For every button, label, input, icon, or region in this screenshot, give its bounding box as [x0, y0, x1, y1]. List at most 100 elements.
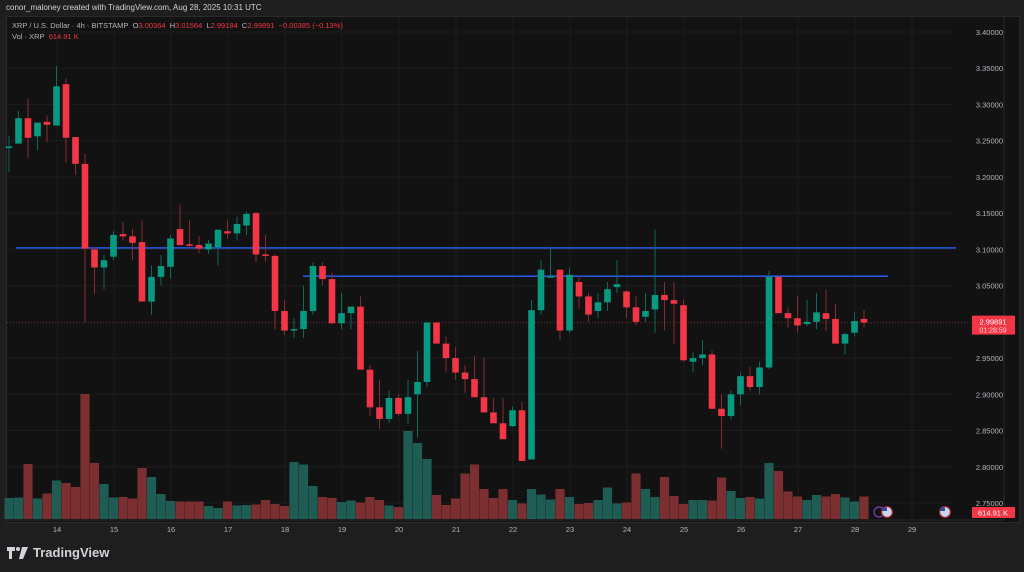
candle-body[interactable]: [43, 121, 51, 125]
candle-body[interactable]: [547, 276, 554, 278]
candle-body[interactable]: [148, 276, 155, 302]
candle-body[interactable]: [860, 318, 868, 323]
candle-body[interactable]: [34, 122, 41, 137]
candle-body[interactable]: [461, 372, 469, 380]
candle-body[interactable]: [53, 86, 60, 126]
candle-body[interactable]: [528, 310, 535, 460]
candle-body[interactable]: [452, 358, 459, 373]
candle-body[interactable]: [509, 410, 516, 427]
candle-body[interactable]: [689, 358, 697, 362]
candle-body[interactable]: [300, 310, 307, 330]
symbol-title[interactable]: XRP / U.S. Dollar · 4h · BITSTAMP: [12, 21, 129, 30]
candle-body[interactable]: [214, 229, 222, 248]
candle-body[interactable]: [271, 255, 279, 311]
candle-body[interactable]: [471, 379, 478, 398]
candle-body[interactable]: [129, 236, 136, 243]
candle-body[interactable]: [233, 224, 241, 234]
candle-body[interactable]: [423, 322, 431, 382]
candle-body[interactable]: [138, 242, 146, 302]
candle-body[interactable]: [385, 397, 393, 419]
candle-body[interactable]: [518, 410, 526, 461]
candle-body[interactable]: [594, 302, 602, 311]
candle-body[interactable]: [186, 244, 193, 246]
candle-body[interactable]: [15, 118, 22, 144]
candle-body[interactable]: [157, 266, 165, 277]
bar-countdown: 01:28:59: [979, 328, 1006, 335]
volume-bar: [32, 498, 43, 519]
candle-body[interactable]: [680, 305, 687, 361]
candle-body[interactable]: [575, 281, 583, 297]
tradingview-logo[interactable]: TradingView: [7, 545, 109, 560]
candle-body[interactable]: [62, 84, 70, 138]
candle-body[interactable]: [841, 334, 849, 344]
candle-body[interactable]: [832, 318, 839, 344]
candle-body[interactable]: [5, 146, 13, 148]
volume-bar: [849, 501, 860, 519]
candle-body[interactable]: [746, 376, 754, 388]
candle-body[interactable]: [670, 300, 678, 304]
candle-body[interactable]: [604, 289, 611, 303]
candle-body[interactable]: [651, 295, 659, 310]
candle-body[interactable]: [319, 266, 326, 280]
candle-body[interactable]: [252, 213, 260, 255]
candle-body[interactable]: [442, 343, 450, 359]
candle-body[interactable]: [661, 295, 668, 301]
candle-body[interactable]: [623, 291, 630, 308]
candle-body[interactable]: [338, 313, 345, 324]
candle-body[interactable]: [328, 279, 336, 324]
volume-bar: [308, 486, 318, 519]
candle-body[interactable]: [851, 321, 858, 333]
candle-body[interactable]: [499, 423, 507, 440]
candle-body[interactable]: [309, 266, 317, 311]
candle-body[interactable]: [813, 312, 820, 322]
candle-body[interactable]: [537, 269, 545, 311]
candle-body[interactable]: [480, 397, 488, 413]
candle-body[interactable]: [718, 408, 725, 417]
candle-body[interactable]: [490, 412, 497, 424]
candle-body[interactable]: [366, 369, 374, 408]
candle-body[interactable]: [756, 367, 763, 388]
candle-body[interactable]: [433, 322, 440, 344]
candle-body[interactable]: [737, 376, 744, 395]
candle-body[interactable]: [727, 394, 735, 417]
candle-body[interactable]: [585, 296, 592, 315]
candle-body[interactable]: [822, 313, 830, 319]
candle-body[interactable]: [613, 284, 621, 288]
candle-body[interactable]: [100, 260, 108, 268]
candle-body[interactable]: [281, 310, 288, 331]
candle-body[interactable]: [176, 229, 184, 246]
candle-body[interactable]: [347, 306, 355, 314]
volume-bar: [13, 497, 24, 519]
candle-body[interactable]: [81, 163, 89, 249]
candle-body[interactable]: [404, 397, 412, 414]
candle-body[interactable]: [357, 306, 364, 370]
candle-body[interactable]: [765, 276, 773, 368]
candle-body[interactable]: [290, 329, 298, 331]
candle-body[interactable]: [224, 231, 231, 234]
candle-body[interactable]: [243, 213, 250, 226]
volume-bar: [840, 497, 850, 519]
candle-body[interactable]: [414, 381, 421, 395]
candle-body[interactable]: [376, 407, 383, 419]
candle-body[interactable]: [803, 321, 811, 325]
candle-body[interactable]: [24, 118, 32, 138]
candle-body[interactable]: [195, 245, 203, 249]
candle-body[interactable]: [794, 318, 801, 326]
candle-body[interactable]: [708, 354, 716, 409]
candle-body[interactable]: [262, 254, 269, 256]
candle-body[interactable]: [72, 137, 79, 164]
candle-body[interactable]: [699, 354, 706, 359]
candle-body[interactable]: [556, 269, 564, 331]
candle-body[interactable]: [395, 397, 402, 414]
candle-body[interactable]: [119, 234, 127, 237]
candle-body[interactable]: [642, 310, 649, 317]
candle-body[interactable]: [205, 243, 212, 250]
candle-body[interactable]: [566, 274, 573, 331]
volume-label[interactable]: Vol · XRP: [12, 32, 45, 41]
candle-body[interactable]: [91, 249, 98, 268]
candle-body[interactable]: [632, 307, 640, 322]
candle-body[interactable]: [784, 313, 792, 319]
candle-body[interactable]: [110, 234, 117, 257]
candle-body[interactable]: [167, 238, 174, 267]
candle-body[interactable]: [775, 276, 782, 314]
